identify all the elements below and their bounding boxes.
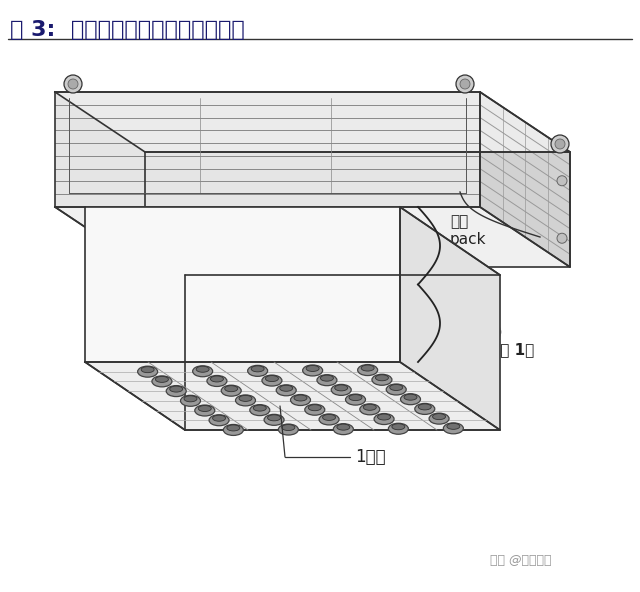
Polygon shape: [85, 207, 400, 362]
Circle shape: [557, 176, 567, 186]
Ellipse shape: [374, 414, 394, 424]
Ellipse shape: [415, 403, 435, 414]
Text: 实际有多个): 实际有多个): [450, 324, 502, 339]
Ellipse shape: [433, 414, 445, 420]
Ellipse shape: [335, 385, 348, 391]
Ellipse shape: [306, 365, 319, 371]
Ellipse shape: [156, 377, 168, 382]
Circle shape: [555, 139, 565, 149]
Ellipse shape: [221, 385, 241, 396]
Ellipse shape: [388, 423, 408, 435]
Polygon shape: [480, 92, 570, 267]
Ellipse shape: [193, 366, 212, 377]
Ellipse shape: [390, 384, 403, 391]
Ellipse shape: [236, 395, 255, 406]
Ellipse shape: [264, 414, 284, 425]
Ellipse shape: [223, 424, 243, 436]
Ellipse shape: [291, 394, 310, 406]
Ellipse shape: [308, 405, 321, 411]
Ellipse shape: [323, 414, 335, 420]
Ellipse shape: [401, 394, 420, 405]
Ellipse shape: [447, 423, 460, 429]
Ellipse shape: [378, 414, 390, 420]
Text: pack: pack: [450, 232, 486, 247]
Ellipse shape: [333, 424, 353, 435]
Polygon shape: [400, 207, 500, 430]
Ellipse shape: [170, 386, 182, 392]
Text: 3: 3: [450, 252, 463, 270]
Polygon shape: [55, 92, 570, 152]
Ellipse shape: [211, 376, 223, 382]
Ellipse shape: [278, 424, 298, 435]
Ellipse shape: [253, 405, 266, 411]
Ellipse shape: [321, 375, 333, 381]
Ellipse shape: [294, 395, 307, 401]
Ellipse shape: [207, 375, 227, 387]
Ellipse shape: [138, 366, 157, 377]
Ellipse shape: [152, 376, 172, 387]
Circle shape: [456, 75, 474, 93]
Ellipse shape: [358, 365, 378, 375]
Text: 图 3:  宁德时代原模组电池结构设计: 图 3: 宁德时代原模组电池结构设计: [10, 20, 244, 40]
Ellipse shape: [276, 385, 296, 396]
Ellipse shape: [195, 405, 215, 416]
Ellipse shape: [364, 404, 376, 410]
Ellipse shape: [212, 415, 225, 422]
Ellipse shape: [317, 375, 337, 385]
Ellipse shape: [227, 425, 240, 431]
Circle shape: [551, 135, 569, 153]
Ellipse shape: [166, 385, 186, 397]
Ellipse shape: [360, 404, 380, 415]
Circle shape: [460, 79, 470, 89]
Ellipse shape: [248, 365, 268, 377]
Ellipse shape: [305, 404, 324, 415]
Ellipse shape: [392, 424, 405, 430]
Polygon shape: [55, 207, 570, 267]
Text: 头条 @未来智库: 头条 @未来智库: [490, 554, 552, 567]
Ellipse shape: [346, 394, 365, 405]
Ellipse shape: [184, 396, 197, 402]
Ellipse shape: [141, 366, 154, 372]
Ellipse shape: [361, 365, 374, 371]
Ellipse shape: [225, 385, 237, 392]
Polygon shape: [55, 92, 480, 207]
Ellipse shape: [404, 394, 417, 400]
Ellipse shape: [303, 365, 323, 376]
Ellipse shape: [319, 414, 339, 425]
Ellipse shape: [268, 415, 280, 421]
Ellipse shape: [282, 424, 295, 430]
Text: 1电芯: 1电芯: [355, 448, 386, 466]
Ellipse shape: [180, 395, 200, 406]
Ellipse shape: [376, 375, 388, 381]
Ellipse shape: [337, 424, 350, 430]
Ellipse shape: [239, 395, 252, 401]
Circle shape: [557, 233, 567, 243]
Ellipse shape: [349, 395, 362, 401]
Ellipse shape: [444, 423, 463, 434]
Text: 2 模组(图为 1个: 2 模组(图为 1个: [450, 342, 534, 357]
Circle shape: [68, 79, 78, 89]
Ellipse shape: [386, 384, 406, 395]
Polygon shape: [85, 362, 500, 430]
Ellipse shape: [332, 384, 351, 395]
Ellipse shape: [209, 415, 229, 426]
Ellipse shape: [251, 366, 264, 372]
Ellipse shape: [372, 374, 392, 385]
Ellipse shape: [196, 366, 209, 372]
Ellipse shape: [262, 375, 282, 386]
Ellipse shape: [266, 375, 278, 382]
Ellipse shape: [280, 385, 292, 391]
Ellipse shape: [198, 406, 211, 411]
Ellipse shape: [419, 404, 431, 410]
Ellipse shape: [429, 413, 449, 424]
Circle shape: [64, 75, 82, 93]
Ellipse shape: [250, 404, 270, 416]
Text: 箱体: 箱体: [450, 214, 468, 229]
